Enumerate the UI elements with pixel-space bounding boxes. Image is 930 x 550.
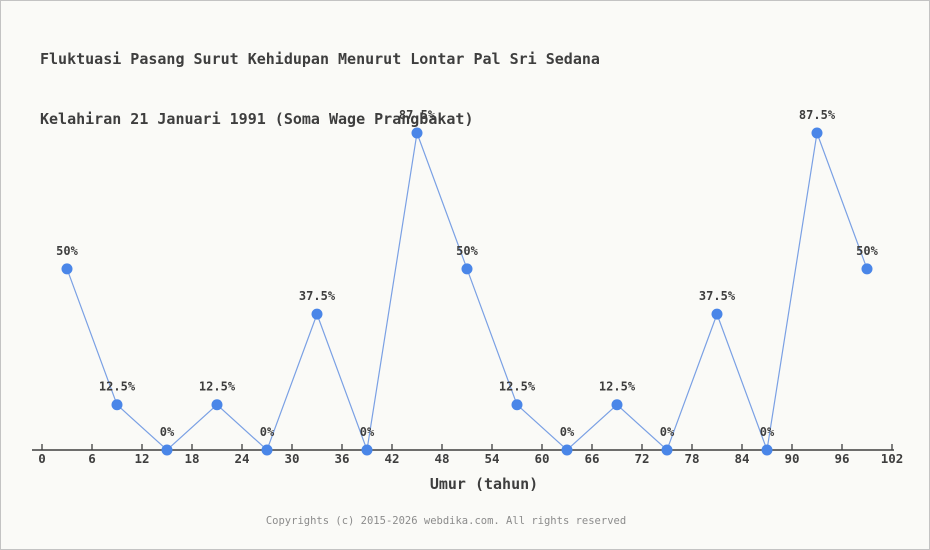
data-point-marker [461,263,473,275]
axis-tick-label: 60 [534,451,549,466]
data-point-label: 12.5% [199,380,236,394]
axis-tick-label: 30 [284,451,299,466]
axis-tick-label: 6 [88,451,96,466]
data-point-marker [861,263,873,275]
data-point-label: 37.5% [699,289,736,303]
axis-tick-label: 66 [584,451,599,466]
axis-tick-label: 12 [134,451,149,466]
trend-line [66,130,868,453]
data-point-marker [211,399,223,411]
axis-tick-label: 42 [384,451,399,466]
data-point-marker [311,308,323,320]
axis-tick-label: 96 [834,451,849,466]
data-point-label: 50% [56,244,78,258]
axis-tick-label: 18 [184,451,199,466]
data-point-label: 0% [160,425,175,439]
data-point-label: 50% [456,244,478,258]
x-axis-title: Umur (tahun) [430,475,538,493]
data-point-marker [711,308,723,320]
data-point-marker [261,444,273,456]
data-point-label: 0% [260,425,275,439]
axis-tick-label: 78 [684,451,699,466]
data-point-label: 12.5% [599,380,636,394]
axis-tick-label: 72 [634,451,649,466]
chart-title: Fluktuasi Pasang Surut Kehidupan Menurut… [40,9,600,169]
data-point-label: 87.5% [799,108,836,122]
data-point-marker [811,127,823,139]
data-point-marker [161,444,173,456]
data-point-marker [661,444,673,456]
data-point-marker [511,399,523,411]
data-point-label: 12.5% [99,380,136,394]
data-point-marker [561,444,573,456]
axis-tick-label: 36 [334,451,349,466]
axis-tick-label: 102 [881,451,904,466]
data-point-label: 0% [560,425,575,439]
data-point-label: 87.5% [399,108,436,122]
axis-tick-label: 48 [434,451,449,466]
chart-title-line2: Kelahiran 21 Januari 1991 (Soma Wage Pra… [40,110,474,128]
data-point-label: 0% [660,425,675,439]
axis-tick-label: 90 [784,451,799,466]
axis-tick-label: 0 [38,451,46,466]
data-point-marker [611,399,623,411]
data-point-label: 50% [856,244,878,258]
data-point-label: 12.5% [499,380,536,394]
copyright-text: Copyrights (c) 2015-2026 webdika.com. Al… [265,515,627,527]
data-point-label: 37.5% [299,289,336,303]
data-point-label: 0% [360,425,375,439]
data-point-marker [361,444,373,456]
data-point-marker [411,127,423,139]
axis-tick-label: 54 [484,451,499,466]
axis-tick-label: 84 [734,451,749,466]
data-point-marker [761,444,773,456]
chart-title-line1: Fluktuasi Pasang Surut Kehidupan Menurut… [40,50,600,68]
data-point-marker [61,263,73,275]
data-point-label: 0% [760,425,775,439]
data-point-marker [111,399,123,411]
axis-tick-label: 24 [234,451,249,466]
